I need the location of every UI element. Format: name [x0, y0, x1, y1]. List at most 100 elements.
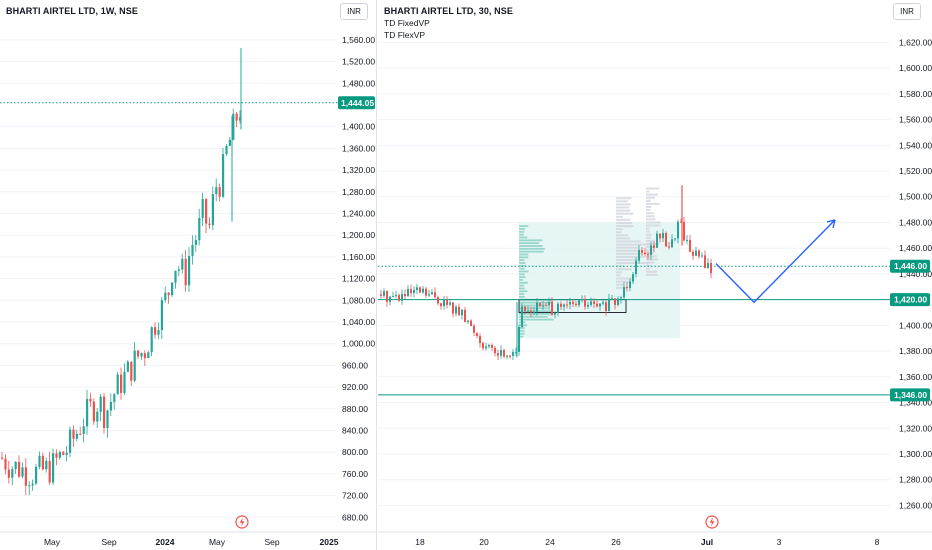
- candle-body: [707, 262, 709, 269]
- candle-body: [215, 187, 218, 195]
- indicator-flex-vp[interactable]: TD FlexVP: [384, 30, 426, 40]
- x-axis-label: May: [209, 537, 226, 547]
- candle-body: [524, 306, 526, 311]
- candle-body: [65, 452, 68, 455]
- left-y-axis: 1,560.00 1,520.00 1,480.00 1,400.00 1,360.00…: [0, 35, 375, 522]
- y-axis-label: 720.00: [342, 491, 368, 501]
- candle-body: [181, 258, 184, 270]
- intraday-chart-canvas[interactable]: 1,620.00 1,600.00 1,580.00 1,560.00 1,540.00…: [378, 0, 932, 550]
- flex-volume-bar: [646, 187, 660, 190]
- candle-body: [52, 453, 55, 483]
- candle-body: [14, 461, 17, 469]
- volume-bar: [519, 287, 525, 290]
- volume-bar: [519, 307, 548, 310]
- candle-body: [194, 240, 197, 245]
- flex-volume-bar: [616, 271, 623, 274]
- candle-body: [160, 300, 163, 331]
- candle-body: [533, 311, 535, 313]
- candle-body: [38, 455, 41, 467]
- candle-body: [218, 187, 221, 197]
- fixed-volume-profile[interactable]: [518, 222, 680, 339]
- volume-bar: [519, 290, 528, 293]
- price-projection-path[interactable]: [715, 219, 836, 304]
- lightning-icon-bolt[interactable]: [709, 517, 715, 527]
- currency-button-right[interactable]: INR: [893, 3, 921, 20]
- candle-body: [130, 361, 133, 381]
- volume-bar: [519, 273, 525, 276]
- weekly-chart-title: BHARTI AIRTEL LTD, 1W, NSE: [6, 6, 138, 16]
- weekly-chart-pane[interactable]: 1,560.00 1,520.00 1,480.00 1,400.00 1,360.00…: [0, 0, 377, 550]
- candle-body: [89, 398, 92, 402]
- projection-arrowhead[interactable]: [826, 219, 836, 229]
- y-axis-label: 920.00: [342, 382, 368, 392]
- lightning-icon[interactable]: [705, 515, 719, 529]
- candle-body: [222, 154, 225, 197]
- candle-body: [590, 301, 592, 305]
- lightning-icon-bolt[interactable]: [239, 517, 245, 527]
- candle-body: [239, 117, 242, 121]
- x-axis-label: Sep: [264, 537, 279, 547]
- volume-profile-range[interactable]: [519, 222, 680, 339]
- volume-bar: [519, 313, 554, 315]
- candle-body: [476, 332, 478, 336]
- lightning-icon[interactable]: [235, 515, 249, 529]
- candle-body: [608, 298, 610, 311]
- volume-bar: [519, 253, 529, 256]
- candle-body: [1, 457, 4, 459]
- flex-volume-bar: [616, 286, 628, 289]
- candle-body: [79, 433, 82, 435]
- flex-volume-bar: [646, 270, 658, 273]
- volume-bar: [519, 304, 548, 307]
- currency-button-left[interactable]: INR: [340, 3, 368, 20]
- candle-body: [503, 349, 505, 357]
- y-axis-label: 1,040.00: [342, 317, 375, 327]
- candle-body: [431, 292, 433, 295]
- y-axis-label: 1,000.00: [342, 339, 375, 349]
- candle-body: [611, 298, 613, 300]
- candle-body: [389, 296, 391, 302]
- flex-volume-bar: [616, 246, 639, 249]
- weekly-chart-canvas[interactable]: 1,560.00 1,520.00 1,480.00 1,400.00 1,360.00…: [0, 0, 377, 550]
- candle-body: [617, 298, 619, 305]
- indicator-fixed-vp[interactable]: TD FixedVP: [384, 18, 430, 28]
- volume-bar: [519, 250, 544, 253]
- flex-volume-bar: [616, 197, 632, 200]
- volume-bar: [519, 279, 524, 281]
- intraday-chart-pane[interactable]: 1,620.00 1,600.00 1,580.00 1,560.00 1,540.00…: [378, 0, 932, 550]
- candle-body: [521, 306, 523, 327]
- candle-body: [137, 350, 140, 357]
- candle-body: [75, 433, 78, 439]
- flex-volume-bar: [616, 231, 622, 234]
- candle-body: [509, 355, 511, 357]
- flex-volume-bar: [646, 249, 654, 252]
- candle-body: [635, 260, 637, 275]
- candle-body: [551, 301, 553, 315]
- candle-body: [120, 374, 123, 393]
- flex-volume-bar: [616, 258, 639, 261]
- y-axis-label: 1,380.00: [899, 346, 932, 356]
- intraday-chart-title: BHARTI AIRTEL LTD, 30, NSE: [384, 6, 513, 16]
- candle-body: [578, 300, 580, 306]
- x-axis-label: May: [44, 537, 61, 547]
- candle-body: [228, 139, 231, 146]
- y-axis-label: 1,540.00: [899, 140, 932, 150]
- y-axis-label: 1,480.00: [899, 217, 932, 227]
- candle-body: [449, 302, 451, 305]
- candle-body: [191, 244, 194, 257]
- flex-volume-profile[interactable]: [616, 187, 661, 289]
- flex-volume-bar: [646, 236, 651, 239]
- candle-body: [35, 466, 38, 484]
- flex-volume-bar: [646, 243, 660, 246]
- x-axis-label: Jul: [701, 537, 713, 547]
- candle-body: [92, 401, 95, 422]
- volume-bar: [519, 301, 554, 304]
- candle-body: [560, 303, 562, 307]
- flex-volume-bar: [646, 209, 651, 212]
- flex-volume-bar: [616, 243, 651, 246]
- level-price-tag: [890, 388, 930, 402]
- candle-body: [58, 451, 61, 458]
- flex-volume-bar: [616, 262, 648, 265]
- y-axis-label: 1,580.00: [899, 89, 932, 99]
- candle-body: [638, 249, 640, 261]
- candle-body: [515, 351, 517, 353]
